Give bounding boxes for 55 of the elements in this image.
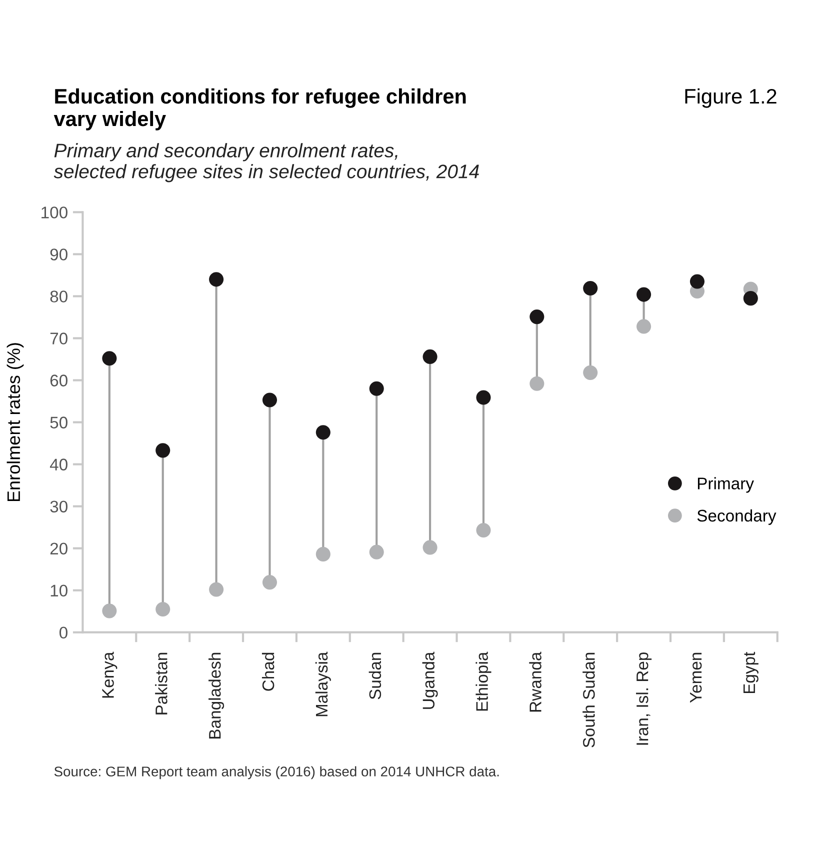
y-tick-label: 50 [50, 416, 68, 428]
point [530, 376, 544, 391]
x-tick-label: Yemen [690, 652, 702, 703]
point [422, 540, 438, 555]
x-tick-label: Chad [262, 652, 274, 691]
x-tick-label: Bangladesh [208, 652, 224, 738]
legend-label: Primary [698, 477, 754, 493]
x-tick-label: Ethiopia [476, 652, 492, 711]
point [530, 310, 544, 324]
point [743, 291, 758, 306]
point [476, 390, 491, 405]
x-tick-label: Malaysia [315, 652, 331, 716]
point [102, 604, 117, 618]
point [583, 365, 598, 380]
point [156, 602, 170, 617]
point [209, 582, 224, 597]
point [262, 575, 278, 590]
x-tick-label: Rwanda [529, 652, 542, 712]
x-tick-label: Uganda [422, 652, 438, 709]
x-tick-label: Iran, Isl. Rep [636, 652, 652, 745]
point [636, 319, 652, 334]
y-tick-label: 60 [50, 374, 68, 386]
x-tick-label: Egypt [744, 652, 758, 694]
point [422, 349, 438, 364]
x-tick-label: Kenya [102, 652, 118, 698]
x-tick-label: South Sudan [582, 652, 595, 748]
point [156, 443, 170, 458]
y-tick-label: 10 [50, 584, 68, 597]
legend-label: Secondary [697, 509, 776, 525]
point [690, 274, 705, 289]
chart-subtitle: Primary and secondary enrolment rates, selected refugee sites in selected countries, 2014 [54, 143, 479, 182]
y-tick-label: 30 [50, 500, 68, 512]
point [209, 272, 224, 287]
point [316, 546, 330, 562]
point [636, 287, 652, 302]
point [583, 280, 598, 296]
y-tick-label: 40 [50, 458, 68, 470]
point [316, 425, 330, 440]
point [476, 522, 491, 538]
source-note: Source: GEM Report team analysis (2016) based on 2014 UNHCR data. [54, 766, 499, 780]
y-tick-label: 20 [50, 542, 68, 555]
point [262, 392, 278, 408]
y-tick-label: 90 [50, 248, 68, 260]
caption: Figure 1.2 [685, 88, 776, 108]
y-tick-label: 70 [50, 332, 68, 344]
x-tick-label: Sudan [368, 652, 382, 700]
x-tick-label: Pakistan [155, 652, 168, 714]
y-tick-label: 0 [60, 626, 68, 639]
y-axis-title: Enrolment rates (%) [6, 343, 24, 502]
chart-title: Education conditions for refugee children vary widely [54, 88, 466, 130]
y-tick-label: 80 [50, 290, 68, 302]
y-tick-label: 100 [42, 206, 68, 218]
point [369, 544, 384, 560]
point [369, 381, 384, 396]
point [102, 351, 117, 366]
